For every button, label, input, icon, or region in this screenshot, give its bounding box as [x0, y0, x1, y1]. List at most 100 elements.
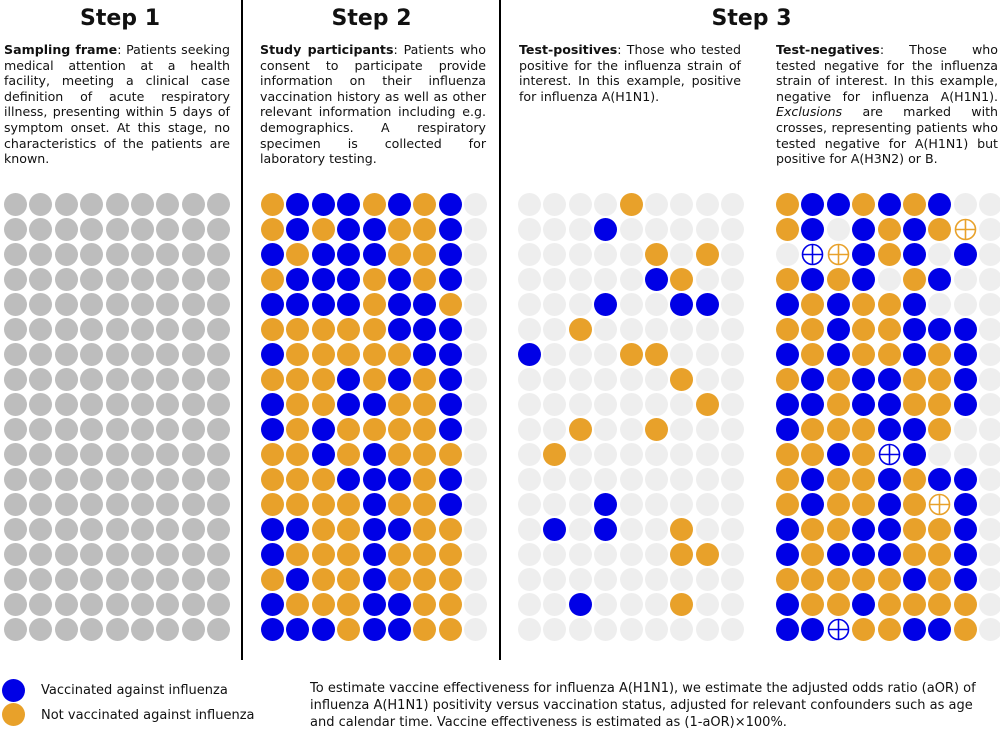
patient-dot	[54, 618, 78, 641]
patient-dot	[4, 218, 27, 241]
empty-dot	[518, 568, 541, 591]
empty-dot	[721, 518, 745, 541]
not-vaccinated-dot	[286, 243, 310, 266]
empty-dot	[928, 293, 952, 316]
empty-dot	[568, 443, 592, 466]
vaccinated-dot	[311, 618, 335, 641]
patient-dot	[80, 293, 104, 316]
vaccinated-dot	[928, 318, 952, 341]
patient-dot	[181, 268, 205, 291]
vaccinated-dot	[413, 318, 437, 341]
vaccinated-dot	[337, 393, 361, 416]
not-vaccinated-dot	[413, 268, 437, 291]
empty-dot	[594, 543, 618, 566]
vaccinated-dot	[826, 293, 850, 316]
patient-dot	[105, 193, 129, 216]
sampling-frame-grid	[4, 193, 231, 643]
not-vaccinated-dot	[286, 418, 310, 441]
vaccinated-dot	[903, 318, 926, 341]
empty-dot	[695, 593, 719, 616]
patient-dot	[4, 443, 27, 466]
empty-dot	[543, 268, 567, 291]
not-vaccinated-dot	[337, 443, 361, 466]
patient-dot	[4, 193, 27, 216]
not-vaccinated-dot	[801, 543, 825, 566]
empty-dot	[464, 568, 488, 591]
not-vaccinated-dot	[852, 193, 876, 216]
patient-dot	[54, 543, 78, 566]
vaccinated-dot	[362, 218, 386, 241]
not-vaccinated-dot	[311, 543, 335, 566]
empty-dot	[645, 318, 668, 341]
empty-dot	[568, 493, 592, 516]
empty-dot	[518, 193, 541, 216]
empty-dot	[464, 368, 488, 391]
not-vaccinated-dot	[903, 193, 926, 216]
patient-dot	[80, 393, 104, 416]
vaccinated-dot	[953, 568, 977, 591]
not-vaccinated-dot	[801, 318, 825, 341]
not-vaccinated-dot	[438, 443, 462, 466]
not-vaccinated-dot	[928, 568, 952, 591]
patient-dot	[105, 593, 129, 616]
vaccinated-dot	[362, 618, 386, 641]
empty-dot	[464, 493, 488, 516]
empty-dot	[645, 518, 668, 541]
vaccinated-dot	[776, 293, 799, 316]
vaccinated-dot	[903, 243, 926, 266]
vaccinated-dot	[928, 193, 952, 216]
vaccinated-dot	[261, 243, 284, 266]
empty-dot	[721, 193, 745, 216]
empty-dot	[645, 218, 668, 241]
patient-dot	[207, 618, 231, 641]
not-vaccinated-dot	[413, 568, 437, 591]
patient-dot	[156, 543, 180, 566]
legend-not-vaccinated-label: Not vaccinated against influenza	[41, 708, 255, 723]
not-vaccinated-dot	[337, 493, 361, 516]
vaccinated-dot	[852, 393, 876, 416]
not-vaccinated-dot	[337, 518, 361, 541]
empty-dot	[464, 618, 488, 641]
empty-dot	[464, 343, 488, 366]
vaccinated-dot	[594, 518, 618, 541]
empty-dot	[619, 243, 643, 266]
not-vaccinated-dot	[337, 618, 361, 641]
patient-dot	[54, 493, 78, 516]
patient-dot	[80, 418, 104, 441]
footnote: To estimate vaccine effectiveness for in…	[310, 681, 976, 730]
patient-dot	[131, 568, 154, 591]
vaccinated-dot	[362, 493, 386, 516]
not-vaccinated-dot	[286, 443, 310, 466]
empty-dot	[619, 218, 643, 241]
not-vaccinated-dot	[903, 393, 926, 416]
empty-dot	[543, 543, 567, 566]
empty-dot	[877, 268, 901, 291]
empty-dot	[594, 368, 618, 391]
empty-dot	[543, 318, 567, 341]
test-negatives-grid	[776, 193, 1000, 643]
vaccinated-dot	[518, 343, 541, 366]
vaccinated-dot	[953, 243, 977, 266]
empty-dot	[721, 443, 745, 466]
patient-dot	[131, 218, 154, 241]
patient-dot	[29, 443, 53, 466]
legend-vaccinated-label: Vaccinated against influenza	[41, 683, 228, 698]
patient-dot	[181, 318, 205, 341]
not-vaccinated-dot	[362, 193, 386, 216]
patient-dot	[4, 243, 27, 266]
not-vaccinated-dot	[286, 393, 310, 416]
vaccinated-dot	[801, 393, 825, 416]
empty-dot	[721, 243, 745, 266]
empty-dot	[619, 568, 643, 591]
vaccinated-dot	[877, 468, 901, 491]
vaccinated-dot	[852, 368, 876, 391]
patient-dot	[4, 343, 27, 366]
test-negatives-heading: Test-negatives	[776, 42, 880, 57]
vaccinated-dot	[311, 443, 335, 466]
vaccinated-dot	[852, 243, 876, 266]
not-vaccinated-dot	[362, 368, 386, 391]
not-vaccinated-dot	[852, 568, 876, 591]
empty-dot	[670, 568, 694, 591]
not-vaccinated-dot	[903, 593, 926, 616]
not-vaccinated-dot	[852, 318, 876, 341]
